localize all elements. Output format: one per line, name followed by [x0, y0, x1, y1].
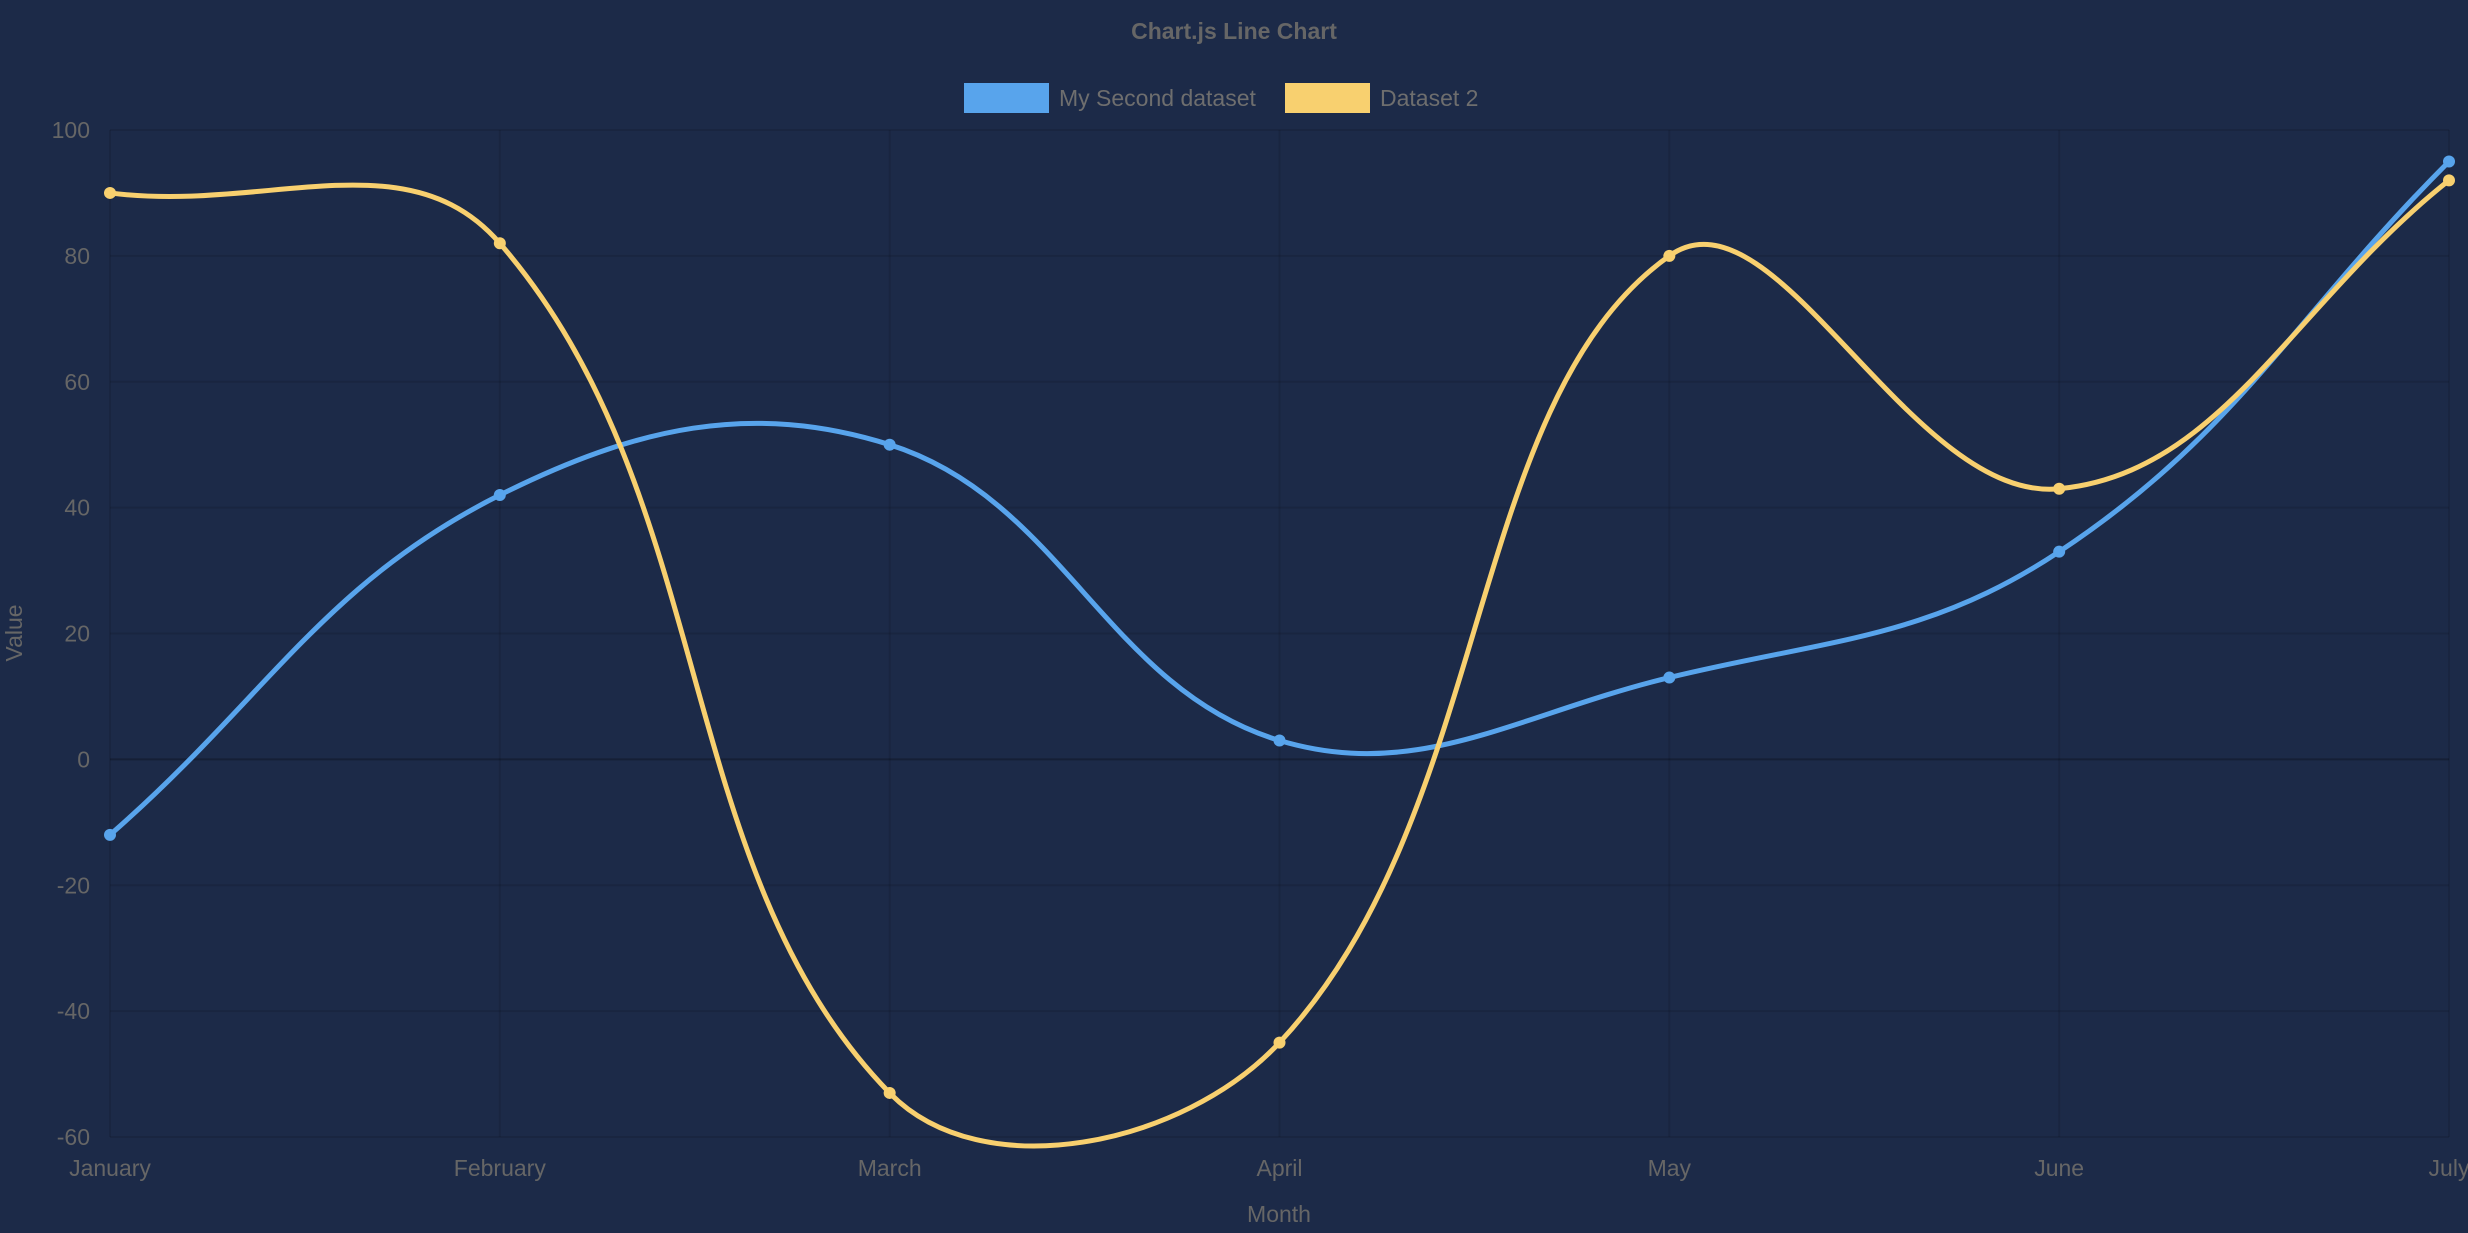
x-tick-label: January	[69, 1155, 151, 1181]
x-tick-label: June	[2034, 1155, 2084, 1181]
legend-swatch-series-2	[1285, 83, 1370, 113]
chart-title: Chart.js Line Chart	[1131, 18, 1337, 44]
legend-item-series-2[interactable]: Dataset 2	[1285, 83, 1478, 113]
x-tick-label: March	[858, 1155, 922, 1181]
data-point-series-2[interactable]	[104, 186, 116, 199]
y-tick-label: 100	[52, 117, 90, 143]
y-tick-label: -40	[57, 998, 90, 1024]
data-point-series-1[interactable]	[104, 828, 116, 841]
legend-label-series-1: My Second dataset	[1059, 85, 1257, 111]
y-tick-label: 40	[64, 495, 90, 521]
data-point-series-1[interactable]	[1273, 734, 1286, 747]
y-tick-label: -20	[57, 872, 90, 898]
data-point-series-2[interactable]	[493, 237, 506, 250]
y-axis-ticks: 100 80 60 40 20 0 -20 -40 -60	[52, 117, 90, 1150]
data-point-series-2[interactable]	[1273, 1036, 1286, 1049]
x-axis-title: Month	[1247, 1201, 1311, 1227]
legend-swatch-series-1	[964, 83, 1049, 113]
data-point-series-1[interactable]	[493, 489, 506, 502]
y-tick-label: 0	[77, 746, 90, 772]
y-tick-label: 60	[64, 369, 90, 395]
data-point-series-1[interactable]	[883, 438, 896, 451]
data-point-series-2[interactable]	[883, 1086, 896, 1099]
y-tick-label: -60	[57, 1124, 90, 1150]
data-point-series-1[interactable]	[2053, 545, 2066, 558]
series-lines	[108, 159, 2451, 1149]
y-axis-title: Value	[1, 604, 27, 661]
x-tick-label: July	[2429, 1155, 2468, 1181]
grid	[109, 129, 2450, 1138]
data-point-series-1[interactable]	[1663, 671, 1676, 684]
x-tick-label: May	[1648, 1155, 1692, 1181]
y-tick-label: 80	[64, 243, 90, 269]
data-point-series-2[interactable]	[1663, 249, 1676, 262]
x-axis-ticks: January February March April May June July	[69, 1155, 2468, 1181]
y-tick-label: 20	[64, 621, 90, 647]
series-line-2	[109, 178, 2451, 1149]
data-point-series-2[interactable]	[2053, 482, 2066, 495]
data-point-series-1[interactable]	[2443, 155, 2455, 168]
legend-label-series-2: Dataset 2	[1380, 85, 1478, 111]
data-point-series-2[interactable]	[2443, 174, 2455, 187]
series-points	[104, 155, 2455, 1099]
x-tick-label: April	[1256, 1155, 1302, 1181]
x-tick-label: February	[454, 1155, 547, 1181]
series-line-1	[108, 159, 2451, 837]
legend: My Second dataset Dataset 2	[964, 83, 1478, 113]
legend-item-series-1[interactable]: My Second dataset	[964, 83, 1257, 113]
